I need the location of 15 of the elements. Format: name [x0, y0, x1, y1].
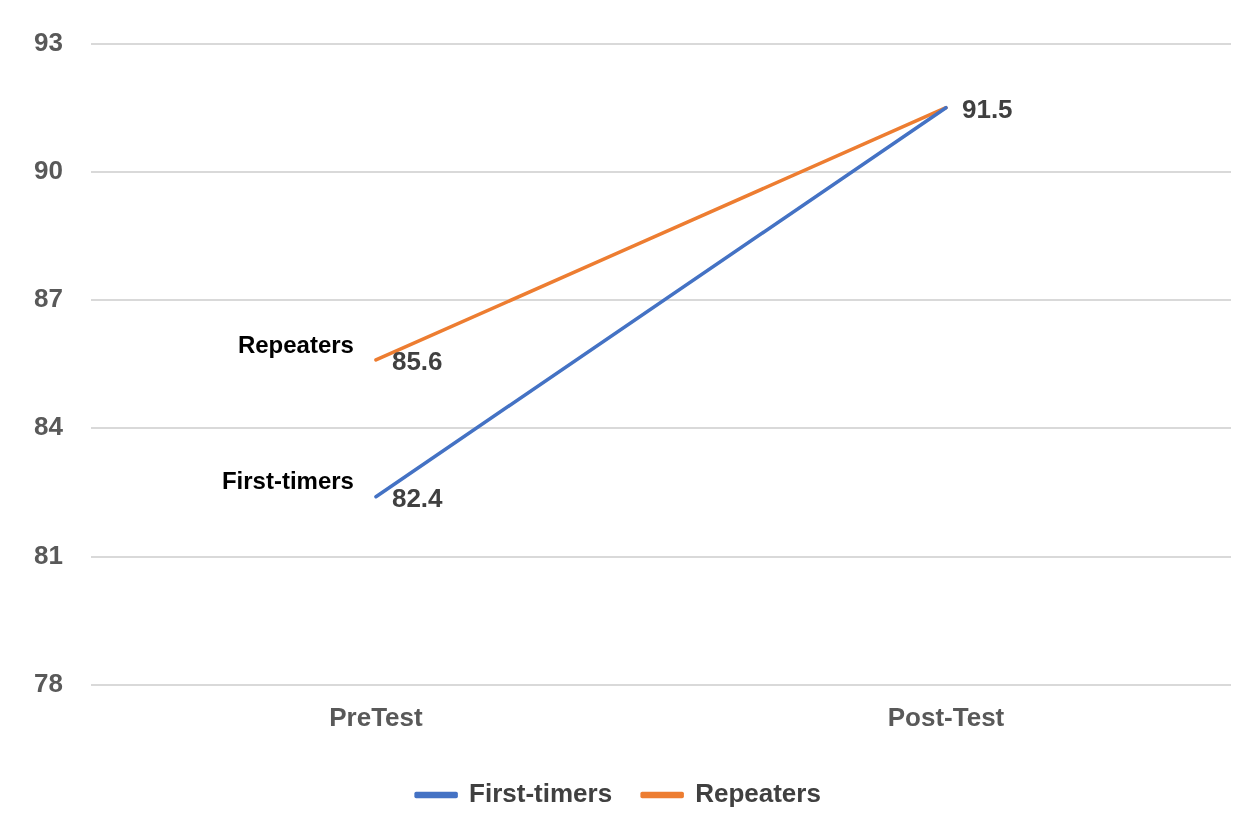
- x-tick-label: PreTest: [329, 701, 424, 732]
- x-tick-label: Post-Test: [887, 701, 1005, 732]
- y-tick-label: 81: [34, 539, 63, 570]
- text: Repeaters: [237, 330, 354, 358]
- data-label: 85.6: [391, 346, 443, 377]
- y-tick-label: 87: [34, 283, 63, 314]
- y-tick-label: 93: [34, 26, 63, 57]
- legend-label: Repeaters: [695, 778, 821, 809]
- data-label: 82.4: [391, 482, 444, 513]
- text: First-timers: [221, 467, 354, 495]
- y-tick-label: 90: [34, 155, 63, 186]
- data-label: 91.5: [961, 93, 1013, 124]
- y-tick-label: 78: [34, 667, 63, 698]
- y-tick-label: 84: [34, 411, 64, 442]
- legend-label: First-timers: [469, 778, 613, 809]
